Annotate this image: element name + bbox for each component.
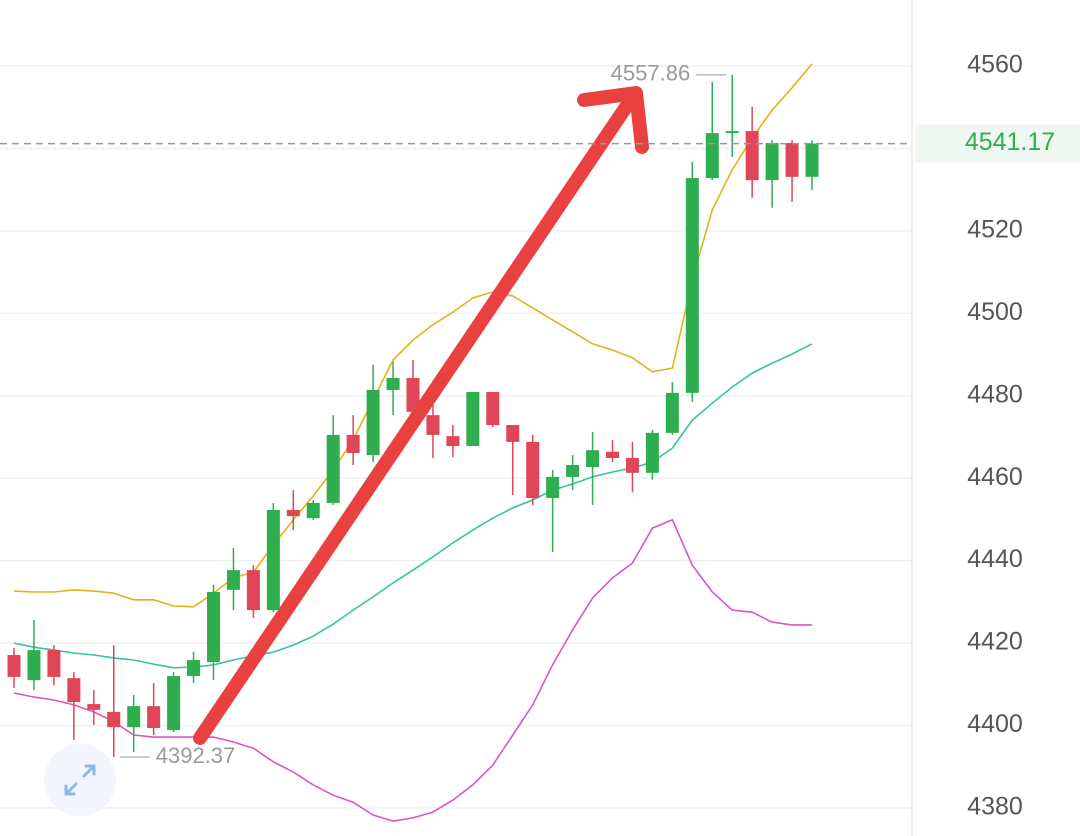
- candle-body: [266, 509, 280, 611]
- indicator-lines: [13, 63, 813, 823]
- last-price-bg: [915, 124, 1080, 163]
- candle-body: [785, 143, 799, 177]
- y-tick-label: 4480: [967, 380, 1023, 408]
- candle-body: [506, 425, 520, 442]
- candle-body: [625, 457, 639, 473]
- candle-body: [346, 434, 360, 454]
- candle-body: [566, 464, 580, 477]
- indicator-line: [13, 63, 813, 608]
- candle-body: [246, 570, 260, 611]
- annotations: 4557.86 4392.37 4541.17: [0, 61, 1080, 768]
- y-tick-label: 4380: [967, 793, 1023, 821]
- y-tick-label: 4520: [967, 215, 1023, 243]
- candle-body: [147, 706, 161, 728]
- y-tick-label: 4500: [967, 298, 1023, 326]
- trend-arrow: [193, 86, 649, 745]
- candle-body: [586, 450, 600, 468]
- candle-body: [526, 441, 540, 498]
- candle-body: [226, 570, 240, 590]
- candle-body: [47, 650, 61, 677]
- candle-body: [705, 133, 719, 179]
- y-tick-label: 4460: [967, 463, 1023, 491]
- low-label: 4392.37: [156, 743, 236, 768]
- candle-body: [645, 432, 659, 473]
- candle-body: [466, 392, 480, 447]
- candle-body: [765, 143, 779, 181]
- candle-body: [386, 378, 400, 390]
- candle-body: [406, 378, 420, 412]
- y-tick-label: 4560: [967, 51, 1023, 79]
- candle-body: [306, 502, 320, 519]
- candle-body: [725, 131, 739, 134]
- y-tick-label: 4400: [967, 710, 1023, 738]
- high-label: 4557.86: [611, 61, 691, 86]
- expand-icon[interactable]: [64, 764, 96, 796]
- expand-button[interactable]: [44, 744, 116, 816]
- candle-body: [167, 676, 181, 731]
- candle-body: [366, 389, 380, 456]
- candle-body: [546, 476, 560, 498]
- candle-body: [187, 659, 201, 677]
- candle-body: [326, 434, 340, 503]
- candle-body: [127, 706, 141, 728]
- candle-body: [426, 415, 440, 435]
- arrow-shaft: [193, 97, 635, 745]
- candle-body: [486, 392, 500, 426]
- candles: [7, 74, 819, 757]
- candle-body: [606, 451, 619, 458]
- candle-body: [446, 436, 460, 447]
- candle-body: [7, 655, 21, 677]
- last-price-label: 4541.17: [965, 128, 1055, 156]
- candle-body: [107, 711, 121, 728]
- y-tick-label: 4440: [967, 545, 1023, 573]
- candle-body: [207, 591, 220, 663]
- expand-button-bg[interactable]: [44, 744, 116, 816]
- candle-body: [286, 509, 300, 517]
- y-tick-label: 4420: [967, 628, 1023, 656]
- y-axis: 4380440044204440446044804500452045404560: [967, 51, 1023, 821]
- candle-body: [745, 131, 759, 181]
- candle-body: [685, 178, 699, 393]
- candle-body: [805, 143, 819, 177]
- indicator-line: [13, 518, 812, 823]
- candle-body: [67, 678, 81, 703]
- candle-body: [665, 392, 679, 433]
- candle-body: [27, 650, 41, 681]
- candle-body: [87, 704, 101, 710]
- arrow-head: [577, 86, 649, 154]
- indicator-line: [13, 343, 813, 669]
